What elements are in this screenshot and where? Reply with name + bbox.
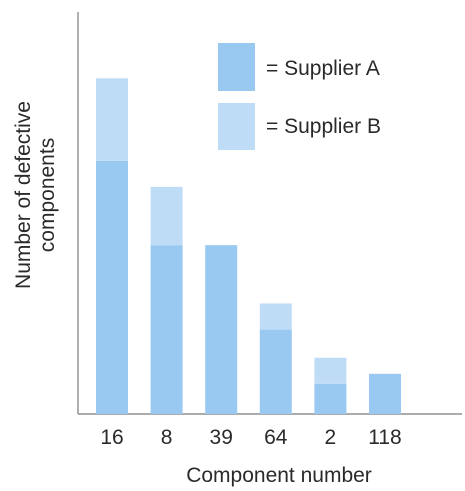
x-tick-label: 39 xyxy=(210,426,233,449)
bar-16-supplier-b xyxy=(96,78,128,161)
x-tick-label: 2 xyxy=(325,426,337,449)
x-tick-label: 64 xyxy=(264,426,288,449)
bar-39-supplier-a xyxy=(205,245,238,414)
bar-16-supplier-a xyxy=(96,160,128,414)
bar-8-supplier-a xyxy=(150,245,183,414)
x-tick-label: 8 xyxy=(161,426,173,449)
bar-2-supplier-a xyxy=(314,383,347,414)
x-axis-title: Component number xyxy=(186,464,372,487)
legend-label-supplier-b: = Supplier B xyxy=(266,115,381,138)
x-tick-label: 118 xyxy=(368,426,401,449)
bar-8-supplier-b xyxy=(150,186,183,246)
bar-64-supplier-b xyxy=(259,303,292,330)
bars-group xyxy=(96,78,401,414)
x-tick-label: 16 xyxy=(100,426,123,449)
x-tick-labels: 16 8 39 64 2 118 xyxy=(100,426,401,449)
legend: = Supplier A = Supplier B xyxy=(218,43,381,150)
y-axis-title: Number of defectivecomponents xyxy=(12,101,59,289)
legend-swatch-supplier-b xyxy=(218,103,255,150)
bar-2-supplier-b xyxy=(314,357,347,384)
bar-64-supplier-a xyxy=(259,329,292,414)
legend-label-supplier-a: = Supplier A xyxy=(266,57,380,80)
bar-118-supplier-a xyxy=(369,373,401,414)
legend-swatch-supplier-a xyxy=(218,43,255,91)
